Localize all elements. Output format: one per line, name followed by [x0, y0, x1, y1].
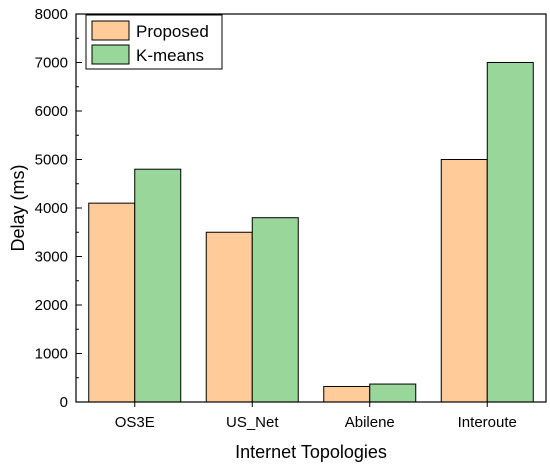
- y-axis-ticks: 0 1000 2000 3000 4000 5000 6000 7000 8000: [35, 6, 82, 411]
- y-tick-label: 0: [60, 394, 68, 411]
- y-tick-label: 5000: [35, 152, 68, 169]
- x-tick-label: OS3E: [115, 414, 155, 431]
- legend: Proposed K-means: [85, 14, 223, 70]
- y-tick-label: 8000: [35, 6, 68, 23]
- x-tick-label: Abilene: [345, 414, 395, 431]
- legend-label: K-means: [136, 46, 204, 65]
- x-axis-ticks: OS3E US_Net Abilene Interoute: [115, 402, 517, 431]
- x-tick-label: US_Net: [226, 414, 279, 431]
- bar-k-means-abilene: [369, 383, 417, 403]
- x-axis-title: Internet Topologies: [235, 442, 387, 462]
- y-tick-label: 6000: [35, 103, 68, 120]
- y-tick-label: 7000: [35, 55, 68, 72]
- legend-label: Proposed: [136, 22, 209, 41]
- bar-proposed-us-net: [205, 231, 253, 403]
- y-tick-label: 4000: [35, 200, 68, 217]
- y-tick-label: 1000: [35, 346, 68, 363]
- legend-swatch: [91, 20, 130, 41]
- bar-proposed-abilene: [323, 385, 371, 403]
- bars-layer: [88, 62, 534, 403]
- bar-proposed-interoute: [440, 159, 488, 403]
- y-tick-label: 2000: [35, 297, 68, 314]
- legend-swatch: [91, 44, 130, 65]
- bar-k-means-os3e: [134, 168, 182, 403]
- plot-frame: [75, 13, 547, 403]
- bar-proposed-os3e: [88, 202, 136, 403]
- x-tick-label: Interoute: [458, 414, 517, 431]
- bar-k-means-interoute: [486, 62, 534, 403]
- bar-k-means-us-net: [251, 217, 299, 403]
- y-tick-label: 3000: [35, 249, 68, 266]
- y-axis-title: Delay (ms): [8, 164, 28, 251]
